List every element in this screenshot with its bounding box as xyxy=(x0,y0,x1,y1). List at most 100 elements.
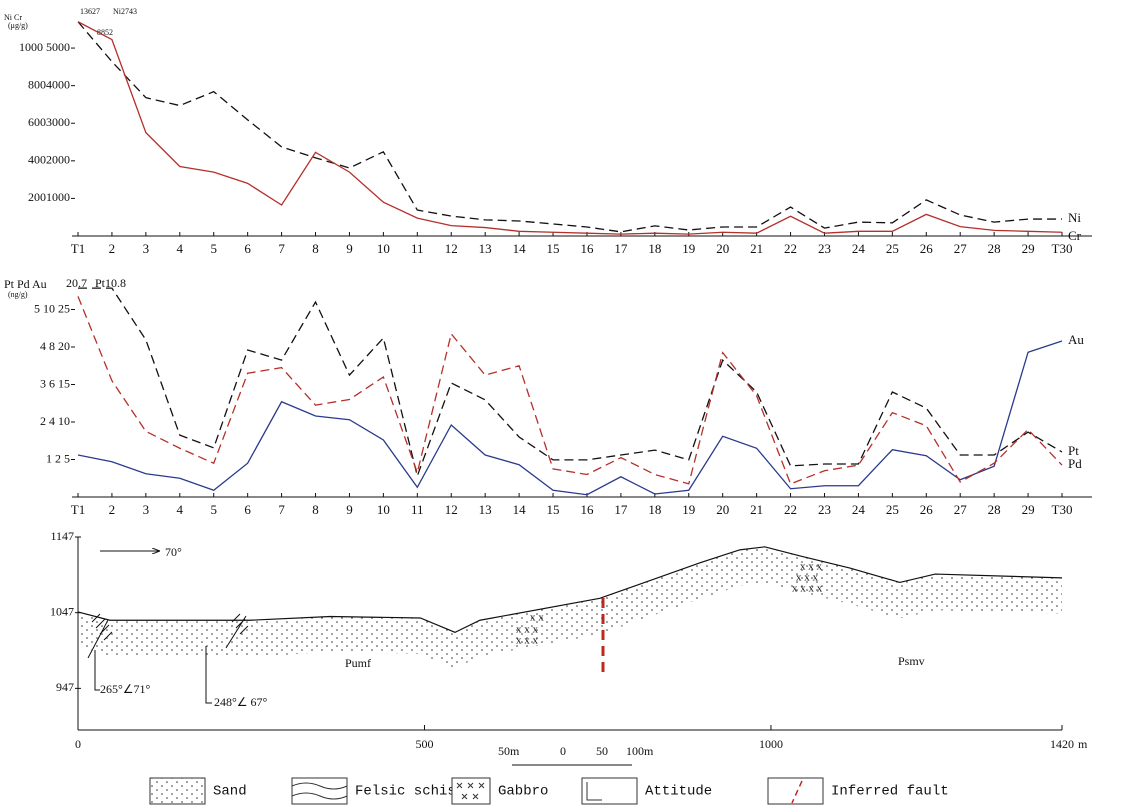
x-tick-label: 2 xyxy=(109,502,116,517)
section-label: 248°∠ 67° xyxy=(214,695,268,709)
legend-swatch xyxy=(292,778,347,804)
x-tick-label: 24 xyxy=(852,241,866,256)
x-tick-label: 29 xyxy=(1022,502,1035,517)
page: {"chart_data": [ {"type": "line", "ylabe… xyxy=(0,0,1125,808)
x-tick-label: 29 xyxy=(1022,241,1035,256)
series-label: Au xyxy=(1068,332,1084,347)
x-tick-label: 13 xyxy=(479,241,492,256)
x-tick-label: 26 xyxy=(920,241,934,256)
y-axis-unit: (μg/g) xyxy=(8,21,28,30)
x-tick-label: 15 xyxy=(547,241,560,256)
scale-bar-label: 50m xyxy=(498,744,520,758)
x-tick-label: 28 xyxy=(988,502,1001,517)
legend-label: Sand xyxy=(213,784,247,800)
x-tick-label: 12 xyxy=(445,502,458,517)
x-tick-label: 22 xyxy=(784,241,797,256)
x-tick-label: T30 xyxy=(1052,502,1073,517)
x-tick-label: 11 xyxy=(411,241,424,256)
section-label: 70° xyxy=(165,545,182,559)
legend-label: Felsic schist xyxy=(355,784,464,800)
legend-label: Inferred fault xyxy=(831,784,949,800)
x-tick-label: 14 xyxy=(513,502,527,517)
x-tick-label: 25 xyxy=(886,241,899,256)
section-label: 265°∠71° xyxy=(100,682,151,696)
x-tick-label: 23 xyxy=(818,502,831,517)
x-tick-label: 20 xyxy=(716,241,729,256)
y-tick-label: 5 10 25 xyxy=(34,301,70,315)
x-tick-label: 26 xyxy=(920,502,934,517)
x-tick-label: 11 xyxy=(411,502,424,517)
data-line xyxy=(78,22,1062,234)
y-tick-label: 2 4 10 xyxy=(40,414,70,428)
y-tick-label: 1047 xyxy=(50,604,74,618)
x-tick-label: 4 xyxy=(177,502,184,517)
x-tick-label: 7 xyxy=(278,502,285,517)
x-tick-label: 17 xyxy=(614,502,628,517)
x-tick-label: 25 xyxy=(886,502,899,517)
y-tick-label: 1 2 5 xyxy=(46,451,70,465)
scale-bar-label: 0 xyxy=(560,744,566,758)
x-tick-label: 3 xyxy=(143,502,150,517)
data-line xyxy=(78,22,1062,232)
x-unit: m xyxy=(1078,737,1088,751)
y-tick-label: 1000 5000 xyxy=(19,40,70,54)
x-tick-label: 9 xyxy=(346,241,353,256)
scale-bar-label: 50 xyxy=(596,744,608,758)
x-tick-label: 15 xyxy=(547,502,560,517)
data-line xyxy=(78,296,1062,484)
series-label: Cr xyxy=(1068,228,1082,243)
x-tick-label: 7 xyxy=(278,241,285,256)
x-tick-label: 5 xyxy=(210,241,217,256)
sand-layer xyxy=(78,547,1062,669)
legend-swatch xyxy=(150,778,205,804)
y-tick-label: 947 xyxy=(56,680,74,694)
legend-item: Gabbro xyxy=(452,778,548,804)
x-tick-label: 16 xyxy=(580,241,594,256)
x-tick-label: 22 xyxy=(784,502,797,517)
y-tick-label: 8004000 xyxy=(28,77,70,91)
x-tick-label: 2 xyxy=(109,241,116,256)
legend-item: Felsic schist xyxy=(292,778,464,804)
x-tick-label: 21 xyxy=(750,241,763,256)
figure: x x x x x x x x x x x x x x x x x x 2001… xyxy=(0,0,1125,808)
legend-swatch xyxy=(452,778,490,804)
x-tick-label: 6 xyxy=(244,502,251,517)
x-tick-label: 27 xyxy=(954,241,968,256)
x-tick-label: 12 xyxy=(445,241,458,256)
x-tick-label: T30 xyxy=(1052,241,1073,256)
annotation: Ni2743 xyxy=(113,7,137,16)
x-tick-label: 17 xyxy=(614,241,628,256)
x-tick-label: 8 xyxy=(312,241,319,256)
x-tick-label: 18 xyxy=(648,502,661,517)
x-tick-label: 14 xyxy=(513,241,527,256)
x-tick-label: 23 xyxy=(818,241,831,256)
series-label: Pd xyxy=(1068,456,1082,471)
x-tick-label: 24 xyxy=(852,502,866,517)
x-tick-label: 3 xyxy=(143,241,150,256)
x-tick-label: T1 xyxy=(71,241,85,256)
x-tick-label: 5 xyxy=(210,502,217,517)
x-tick-label: 6 xyxy=(244,241,251,256)
x-tick-label: 16 xyxy=(580,502,594,517)
y-tick-label: 4002000 xyxy=(28,153,70,167)
x-tick-label: 1420 xyxy=(1050,737,1074,751)
x-tick-label: 13 xyxy=(479,502,492,517)
x-tick-label: 27 xyxy=(954,502,968,517)
data-line xyxy=(78,288,1062,476)
legend-item: Inferred fault xyxy=(768,778,949,804)
x-tick-label: 500 xyxy=(415,737,433,751)
section-label: Pumf xyxy=(345,656,371,670)
y-tick-label: 6003000 xyxy=(28,115,70,129)
annotation: 13627 xyxy=(80,7,100,16)
x-tick-label: 1000 xyxy=(759,737,783,751)
section-label: Psmv xyxy=(898,654,925,668)
x-tick-label: 4 xyxy=(177,241,184,256)
x-tick-label: 8 xyxy=(312,502,319,517)
legend-label: Attitude xyxy=(645,784,712,800)
x-tick-label: 10 xyxy=(377,502,390,517)
y-tick-label: 3 6 15 xyxy=(40,376,70,390)
y-tick-label: 1147 xyxy=(50,529,74,543)
x-tick-label: 0 xyxy=(75,737,81,751)
legend-swatch xyxy=(768,778,823,804)
legend-label: Gabbro xyxy=(498,784,548,800)
